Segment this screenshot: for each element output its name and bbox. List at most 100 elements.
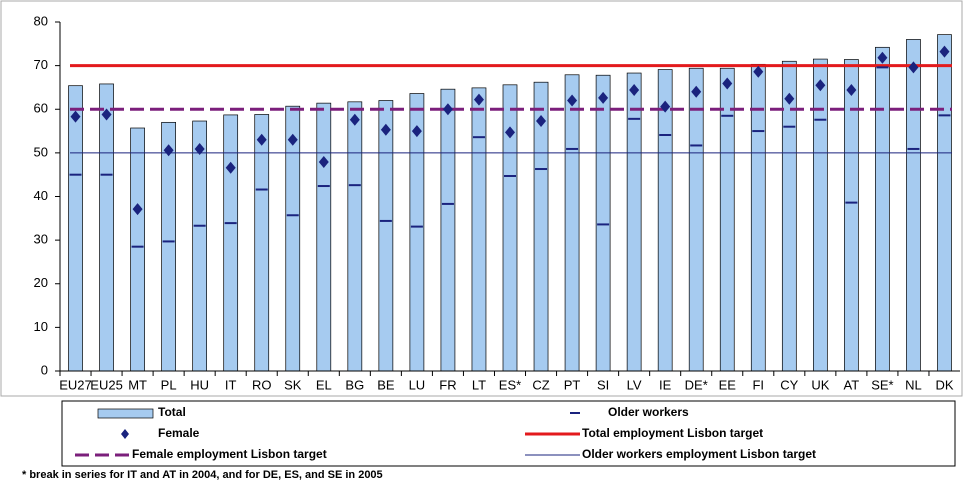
x-tick-label: DE*: [685, 377, 708, 392]
female-marker: [101, 108, 112, 121]
bar: [378, 100, 394, 372]
female-marker: [318, 156, 329, 169]
x-tick-label: MT: [128, 377, 147, 392]
chart-frame: [0, 0, 963, 397]
legend-label: Older workers: [608, 405, 689, 419]
female-marker: [784, 92, 795, 105]
bar: [875, 46, 890, 372]
female-marker: [908, 61, 919, 74]
bar: [130, 127, 145, 372]
x-tick-label: EU25: [90, 377, 123, 392]
legend-label: Female: [158, 426, 200, 440]
x-tick-label: NL: [905, 377, 922, 392]
legend-label: Total: [158, 405, 186, 419]
bar: [844, 59, 859, 372]
female-marker: [629, 84, 640, 97]
y-tick-label: 70: [34, 57, 48, 72]
female-marker: [567, 94, 578, 107]
female-marker: [256, 133, 267, 146]
x-tick-label: ES*: [499, 377, 521, 392]
bar: [812, 58, 828, 372]
bar: [626, 72, 642, 372]
x-tick-label: LT: [472, 377, 486, 392]
x-tick-label: PT: [564, 377, 581, 392]
legend-label: Older workers employment Lisbon target: [582, 447, 816, 461]
y-tick-label: 10: [34, 319, 48, 334]
female-marker: [349, 113, 360, 126]
x-tick-label: FR: [439, 377, 456, 392]
x-tick-label: FI: [752, 377, 764, 392]
bar: [99, 83, 114, 372]
y-tick-label: 0: [41, 362, 48, 377]
x-tick-label: SE*: [871, 377, 893, 392]
y-tick-label: 50: [34, 144, 48, 159]
female-marker: [163, 144, 174, 157]
legend-label: Total employment Lisbon target: [582, 426, 763, 440]
bar: [440, 88, 456, 372]
y-tick-label: 80: [34, 13, 48, 28]
x-tick-label: LV: [627, 377, 642, 392]
y-tick-label: 60: [34, 101, 48, 116]
x-tick-label: EE: [719, 377, 737, 392]
x-tick-label: SI: [597, 377, 609, 392]
x-tick-label: RO: [252, 377, 272, 392]
bar: [471, 87, 487, 372]
legend-box: [61, 400, 956, 467]
legend-swatch: [97, 408, 154, 419]
female-marker: [722, 77, 733, 90]
x-tick-label: BE: [377, 377, 395, 392]
female-marker: [815, 79, 826, 92]
female-marker: [753, 65, 764, 78]
bar: [68, 85, 83, 372]
x-tick-label: IE: [659, 377, 672, 392]
bar: [595, 74, 611, 372]
x-tick-label: EU27: [59, 377, 92, 392]
female-marker: [473, 93, 484, 106]
y-tick-label: 30: [34, 232, 48, 247]
female-marker: [536, 115, 547, 128]
female-marker: [846, 84, 857, 97]
bar: [316, 102, 332, 372]
female-marker: [380, 123, 391, 136]
x-tick-label: PL: [161, 377, 177, 392]
legend-label: Female employment Lisbon target: [132, 447, 327, 461]
bar: [688, 67, 704, 372]
female-marker: [287, 133, 298, 146]
x-tick-label: SK: [284, 377, 302, 392]
x-tick-label: IT: [225, 377, 237, 392]
bar: [906, 39, 921, 372]
x-tick-label: EL: [316, 377, 332, 392]
x-tick-label: AT: [844, 377, 860, 392]
y-tick-label: 40: [34, 188, 48, 203]
x-tick-label: CY: [780, 377, 798, 392]
x-tick-label: CZ: [532, 377, 549, 392]
female-marker: [411, 125, 422, 138]
bar: [781, 60, 797, 372]
female-marker: [132, 203, 143, 216]
female-marker: [660, 100, 671, 113]
x-tick-label: HU: [190, 377, 209, 392]
bar: [192, 120, 208, 372]
bar: [657, 69, 673, 372]
bar: [719, 67, 735, 372]
female-marker: [225, 161, 236, 174]
footnote: * break in series for IT and AT in 2004,…: [22, 469, 383, 481]
x-tick-label: DK: [935, 377, 953, 392]
female-marker: [877, 51, 888, 64]
bar: [937, 34, 952, 372]
female-marker: [505, 126, 515, 139]
female-marker: [442, 103, 453, 116]
bar: [347, 101, 363, 372]
female-marker: [598, 91, 609, 104]
bar: [564, 74, 580, 372]
x-tick-label: UK: [811, 377, 829, 392]
x-tick-label: LU: [409, 377, 426, 392]
female-marker: [70, 110, 81, 123]
y-tick-label: 20: [34, 275, 48, 290]
legend-swatch: [121, 429, 129, 439]
female-marker: [691, 85, 702, 98]
x-tick-label: BG: [345, 377, 364, 392]
bar: [285, 105, 301, 372]
bar: [161, 121, 176, 372]
